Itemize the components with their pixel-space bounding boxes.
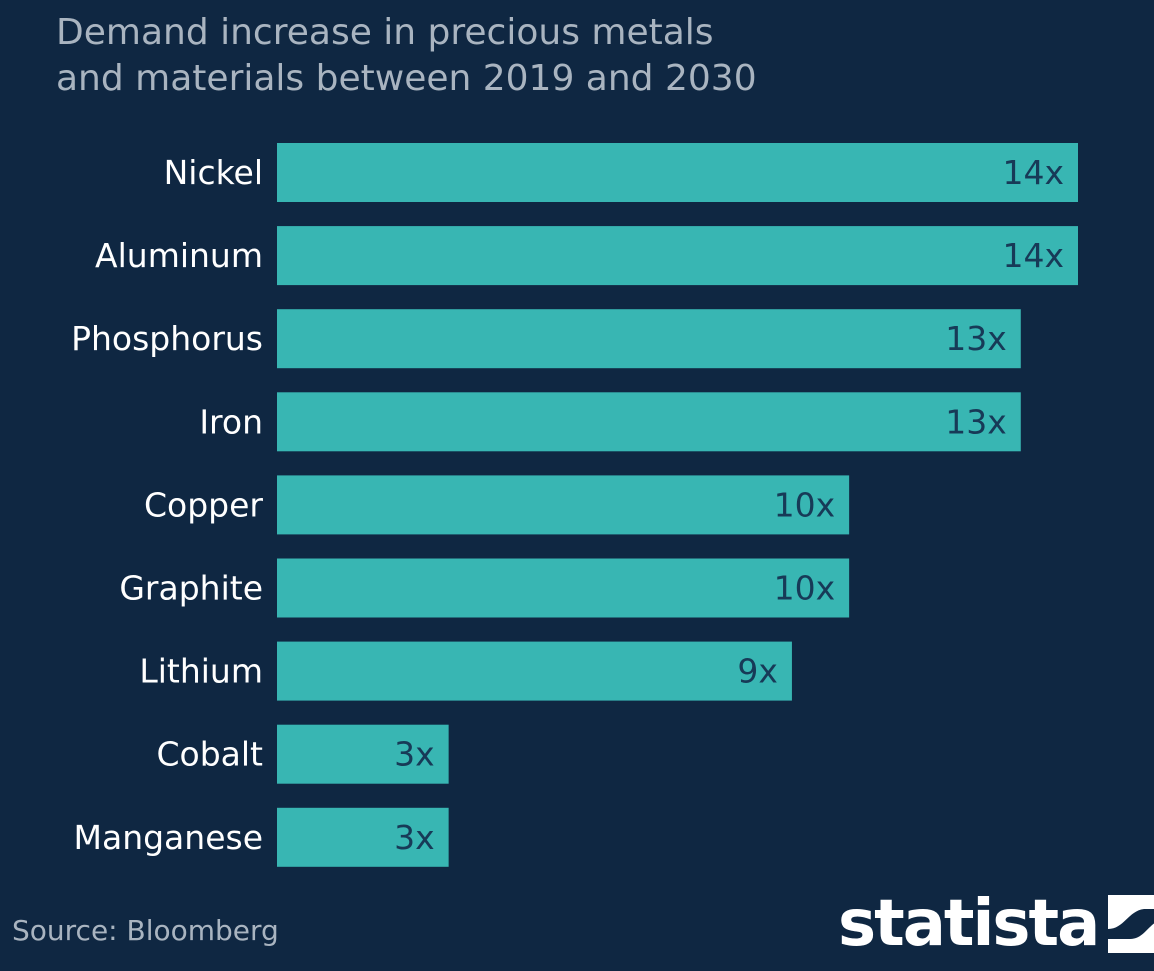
bar-value-label: 13x — [945, 319, 1007, 358]
category-label: Cobalt — [156, 735, 263, 774]
category-label: Iron — [199, 402, 263, 441]
bar — [277, 724, 449, 784]
chart-title: Demand increase in precious metals and m… — [56, 10, 1056, 102]
bar-value-label: 14x — [1002, 153, 1064, 192]
statista-logo[interactable]: statista — [838, 888, 1154, 960]
statista-wordmark: statista — [838, 887, 1100, 961]
bar — [277, 392, 1021, 452]
bar-value-label: 3x — [394, 735, 435, 774]
category-label: Lithium — [139, 652, 263, 691]
source-note: Source: Bloomberg — [12, 914, 279, 947]
bar-value-label: 9x — [737, 652, 778, 691]
bar — [277, 641, 792, 701]
category-label: Phosphorus — [71, 319, 263, 358]
bar-value-label: 14x — [1002, 236, 1064, 275]
statista-logo-icon — [1108, 895, 1154, 953]
category-label: Graphite — [119, 569, 263, 608]
bar — [277, 309, 1021, 369]
bar-value-label: 13x — [945, 402, 1007, 441]
bar — [277, 226, 1078, 286]
bar-value-label: 10x — [774, 485, 836, 524]
bar — [277, 807, 449, 867]
category-label: Aluminum — [95, 236, 263, 275]
bar — [277, 143, 1078, 202]
bar — [277, 475, 850, 535]
bar — [277, 558, 850, 618]
chart-title-line-1: Demand increase in precious metals — [56, 12, 714, 53]
category-label: Nickel — [164, 153, 263, 192]
category-label: Copper — [144, 485, 263, 524]
bar-value-label: 3x — [394, 818, 435, 857]
bar-value-label: 10x — [774, 569, 836, 608]
category-label: Manganese — [74, 818, 264, 857]
bar-chart: Nickel 14x Aluminum 14x Phosphorus 13x Iron 13x… — [71, 143, 1078, 867]
chart-title-line-2: and materials between 2019 and 2030 — [56, 58, 757, 99]
